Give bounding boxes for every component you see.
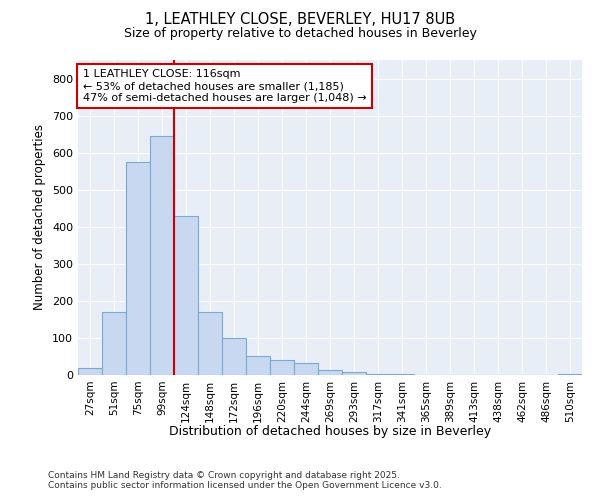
Bar — [270, 360, 294, 375]
Bar — [318, 370, 342, 375]
Text: 1, LEATHLEY CLOSE, BEVERLEY, HU17 8UB: 1, LEATHLEY CLOSE, BEVERLEY, HU17 8UB — [145, 12, 455, 28]
Bar — [294, 363, 318, 375]
Bar — [78, 368, 102, 375]
Bar — [342, 372, 366, 375]
X-axis label: Distribution of detached houses by size in Beverley: Distribution of detached houses by size … — [169, 425, 491, 438]
Bar — [150, 136, 174, 375]
Bar — [366, 374, 390, 375]
Text: 1 LEATHLEY CLOSE: 116sqm
← 53% of detached houses are smaller (1,185)
47% of sem: 1 LEATHLEY CLOSE: 116sqm ← 53% of detach… — [83, 70, 367, 102]
Y-axis label: Number of detached properties: Number of detached properties — [34, 124, 46, 310]
Text: Contains HM Land Registry data © Crown copyright and database right 2025.
Contai: Contains HM Land Registry data © Crown c… — [48, 470, 442, 490]
Bar — [246, 356, 270, 375]
Bar — [222, 338, 246, 375]
Bar — [198, 312, 222, 375]
Bar — [126, 162, 150, 375]
Bar — [102, 312, 126, 375]
Bar — [390, 374, 414, 375]
Text: Size of property relative to detached houses in Beverley: Size of property relative to detached ho… — [124, 28, 476, 40]
Bar — [558, 374, 582, 375]
Bar — [174, 216, 198, 375]
